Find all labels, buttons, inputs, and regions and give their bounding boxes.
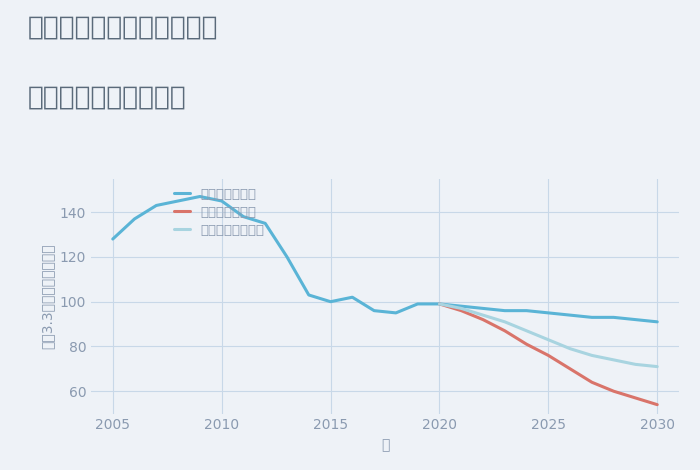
- ノーマルシナリオ: [522, 328, 531, 334]
- グッドシナリオ: [304, 292, 313, 298]
- ノーマルシナリオ: [479, 312, 487, 318]
- グッドシナリオ: [435, 301, 444, 307]
- Y-axis label: 坪（3.3㎡）単価（万円）: 坪（3.3㎡）単価（万円）: [40, 243, 54, 349]
- グッドシナリオ: [544, 310, 552, 316]
- グッドシナリオ: [500, 308, 509, 313]
- ノーマルシナリオ: [631, 361, 640, 367]
- グッドシナリオ: [610, 314, 618, 320]
- バッドシナリオ: [544, 352, 552, 358]
- グッドシナリオ: [566, 312, 574, 318]
- バッドシナリオ: [479, 317, 487, 322]
- グッドシナリオ: [392, 310, 400, 316]
- Line: ノーマルシナリオ: ノーマルシナリオ: [440, 304, 657, 367]
- グッドシナリオ: [326, 299, 335, 305]
- グッドシナリオ: [152, 203, 160, 208]
- グッドシナリオ: [130, 216, 139, 222]
- バッドシナリオ: [588, 379, 596, 385]
- ノーマルシナリオ: [610, 357, 618, 363]
- バッドシナリオ: [610, 388, 618, 394]
- ノーマルシナリオ: [435, 301, 444, 307]
- グッドシナリオ: [522, 308, 531, 313]
- ノーマルシナリオ: [544, 337, 552, 343]
- グッドシナリオ: [174, 198, 182, 204]
- グッドシナリオ: [588, 314, 596, 320]
- バッドシナリオ: [457, 308, 466, 313]
- グッドシナリオ: [348, 294, 356, 300]
- Text: 兵庫県豊岡市但東町出合の: 兵庫県豊岡市但東町出合の: [28, 14, 218, 40]
- ノーマルシナリオ: [588, 352, 596, 358]
- グッドシナリオ: [108, 236, 117, 242]
- バッドシナリオ: [435, 301, 444, 307]
- ノーマルシナリオ: [500, 319, 509, 325]
- グッドシナリオ: [218, 198, 226, 204]
- グッドシナリオ: [283, 254, 291, 260]
- バッドシナリオ: [500, 328, 509, 334]
- Legend: グッドシナリオ, バッドシナリオ, ノーマルシナリオ: グッドシナリオ, バッドシナリオ, ノーマルシナリオ: [174, 188, 265, 237]
- バッドシナリオ: [522, 341, 531, 347]
- グッドシナリオ: [196, 194, 204, 199]
- X-axis label: 年: 年: [381, 438, 389, 452]
- バッドシナリオ: [653, 402, 662, 407]
- Line: グッドシナリオ: グッドシナリオ: [113, 196, 657, 322]
- バッドシナリオ: [631, 395, 640, 401]
- Line: バッドシナリオ: バッドシナリオ: [440, 304, 657, 405]
- グッドシナリオ: [457, 303, 466, 309]
- グッドシナリオ: [414, 301, 422, 307]
- グッドシナリオ: [653, 319, 662, 325]
- グッドシナリオ: [631, 317, 640, 322]
- ノーマルシナリオ: [457, 306, 466, 311]
- グッドシナリオ: [261, 220, 270, 226]
- グッドシナリオ: [239, 214, 248, 219]
- ノーマルシナリオ: [566, 346, 574, 352]
- Text: 中古戸建ての価格推移: 中古戸建ての価格推移: [28, 85, 187, 110]
- グッドシナリオ: [370, 308, 378, 313]
- ノーマルシナリオ: [653, 364, 662, 369]
- グッドシナリオ: [479, 306, 487, 311]
- バッドシナリオ: [566, 366, 574, 372]
